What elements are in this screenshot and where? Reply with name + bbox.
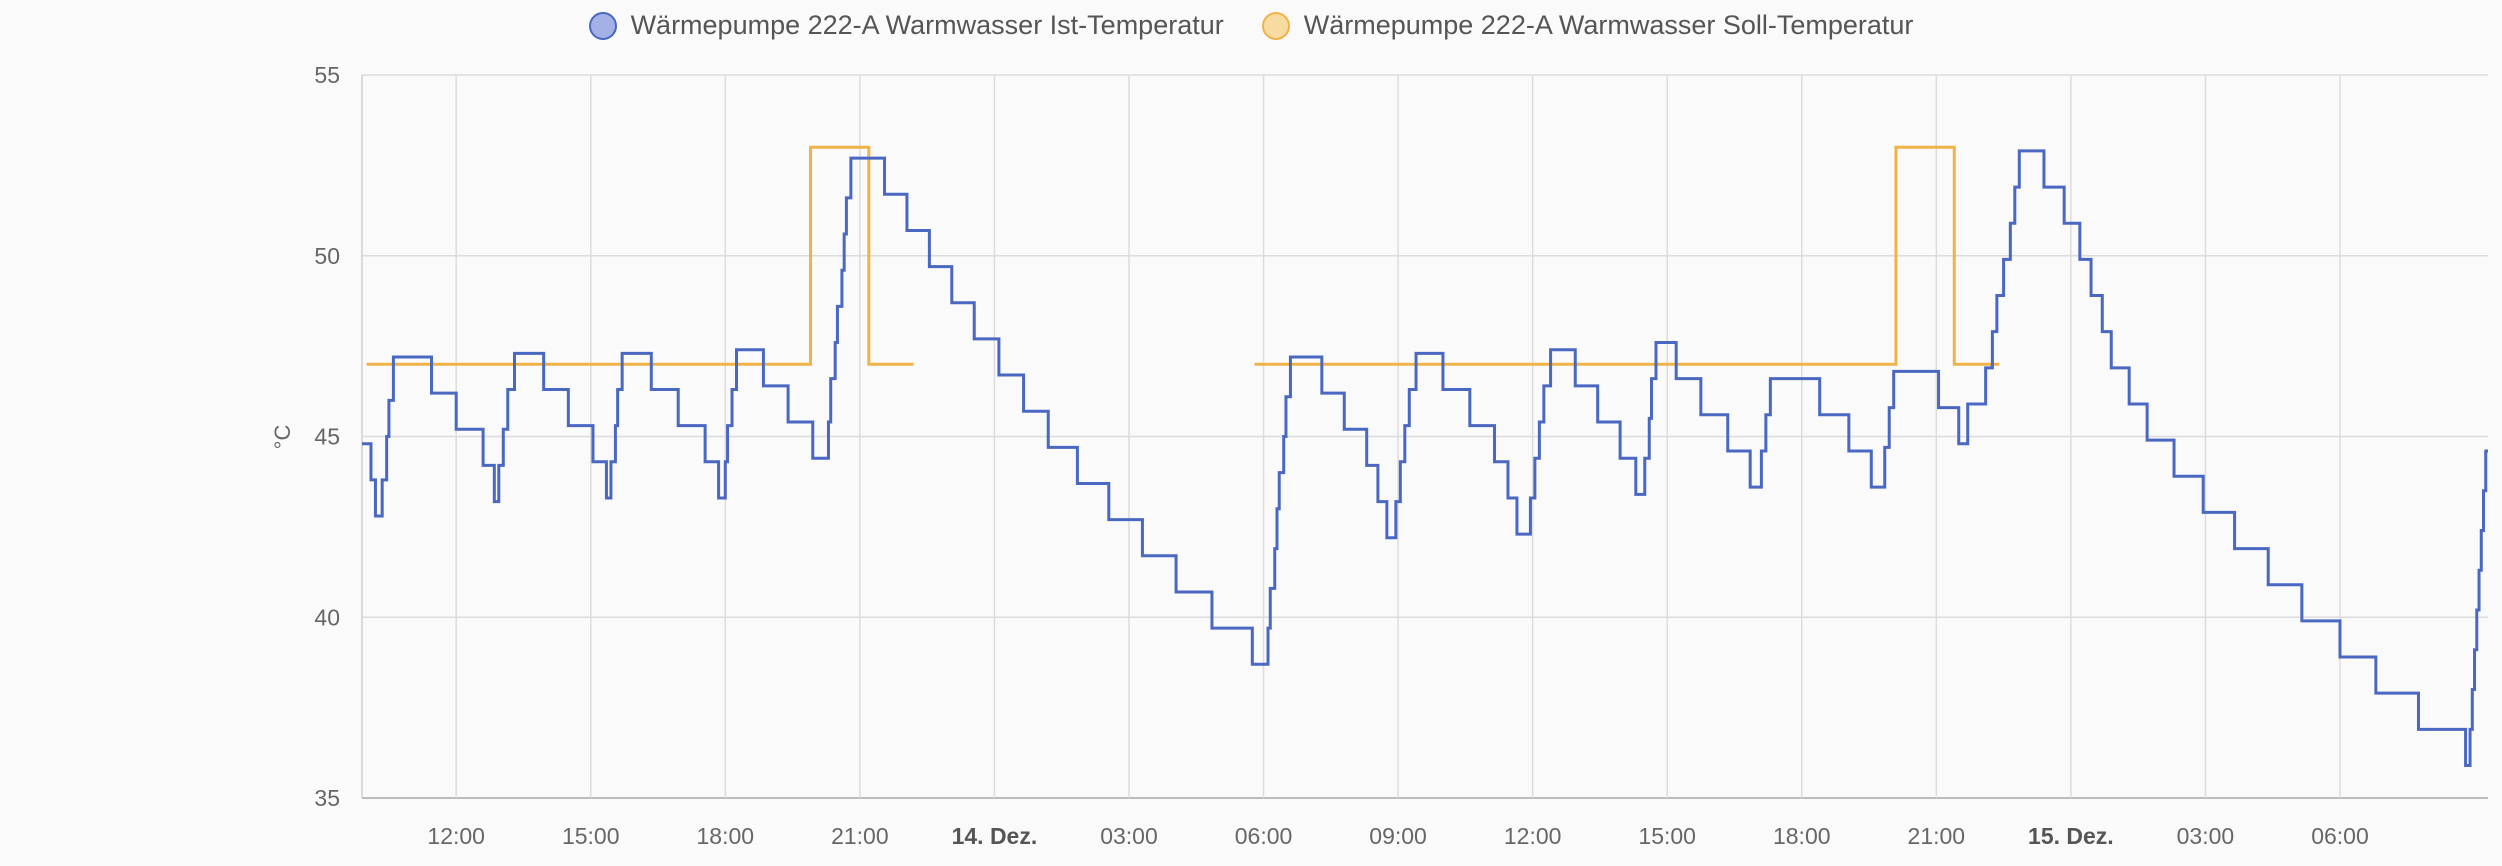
y-tick-label: 40: [314, 604, 340, 630]
legend-label-ist: Wärmepumpe 222-A Warmwasser Ist-Temperat…: [630, 10, 1224, 40]
x-tick-label: 15:00: [562, 823, 620, 849]
series-line-soll: [1254, 145, 2000, 366]
x-tick-label: 15. Dez.: [2028, 823, 2114, 849]
legend: Wärmepumpe 222-A Warmwasser Ist-Temperat…: [0, 10, 2502, 41]
legend-item-soll[interactable]: Wärmepumpe 222-A Warmwasser Soll-Tempera…: [1261, 10, 1914, 41]
x-tick-label: 14. Dez.: [952, 823, 1038, 849]
legend-label-soll: Wärmepumpe 222-A Warmwasser Soll-Tempera…: [1303, 10, 1914, 40]
x-tick-label: 06:00: [1235, 823, 1293, 849]
x-tick-label: 18:00: [1773, 823, 1831, 849]
x-tick-label: 21:00: [1908, 823, 1966, 849]
y-tick-label: 50: [314, 243, 340, 269]
y-tick-label: 45: [314, 424, 340, 450]
x-tick-label: 06:00: [2311, 823, 2369, 849]
y-axis-label: °C: [270, 425, 295, 450]
x-tick-label: 12:00: [427, 823, 485, 849]
x-tick-label: 03:00: [1100, 823, 1158, 849]
y-tick-label: 35: [314, 785, 340, 811]
legend-swatch-soll: [1261, 11, 1290, 40]
x-tick-label: 21:00: [831, 823, 889, 849]
series-line-ist: [362, 149, 2488, 767]
x-tick-label: 09:00: [1369, 823, 1427, 849]
x-tick-label: 12:00: [1504, 823, 1562, 849]
legend-item-ist[interactable]: Wärmepumpe 222-A Warmwasser Ist-Temperat…: [588, 10, 1224, 41]
x-tick-label: 18:00: [697, 823, 755, 849]
x-tick-label: 15:00: [1638, 823, 1696, 849]
y-tick-label: 55: [314, 62, 340, 88]
legend-swatch-ist: [588, 11, 617, 40]
x-tick-label: 03:00: [2177, 823, 2235, 849]
